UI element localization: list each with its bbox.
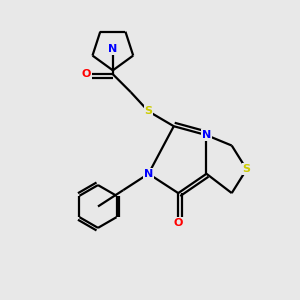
- Text: N: N: [144, 169, 153, 179]
- Text: S: S: [243, 164, 250, 174]
- Text: O: O: [173, 218, 183, 228]
- Text: N: N: [108, 44, 118, 54]
- Text: O: O: [81, 69, 91, 79]
- Text: S: S: [145, 106, 152, 116]
- Text: N: N: [202, 130, 211, 140]
